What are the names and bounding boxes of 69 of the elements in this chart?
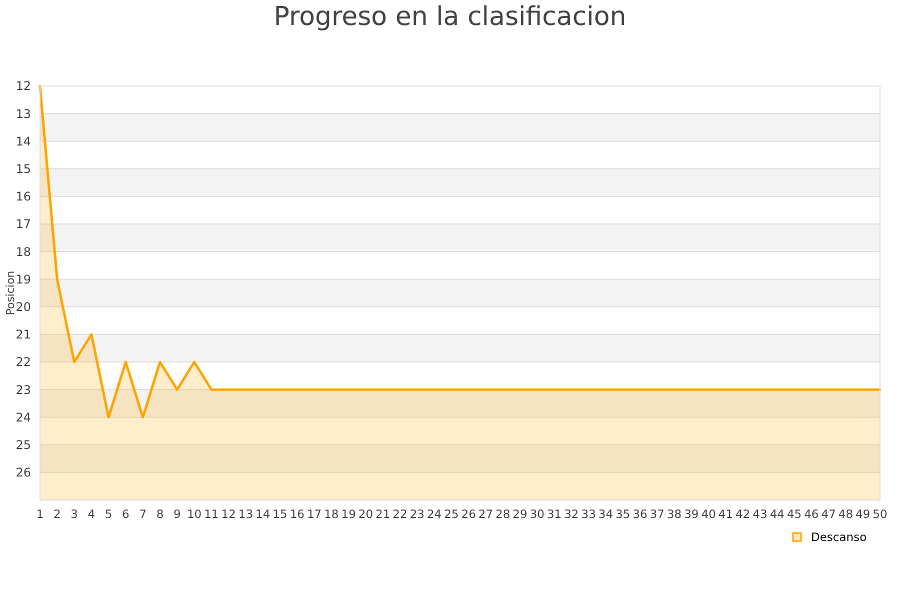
x-tick-label: 46	[804, 507, 819, 521]
x-tick-label: 35	[616, 507, 630, 521]
x-tick-label: 5	[104, 507, 112, 521]
x-tick-label: 48	[838, 507, 854, 521]
x-tick-label: 50	[872, 507, 888, 521]
x-tick-label: 38	[666, 507, 682, 521]
x-tick-label: 47	[821, 507, 836, 521]
x-tick-label: 6	[122, 507, 130, 521]
x-tick-label: 36	[632, 507, 648, 521]
y-tick-label: 25	[16, 438, 31, 452]
x-tick-label: 25	[444, 507, 459, 521]
x-tick-label: 27	[478, 507, 494, 521]
x-tick-label: 11	[204, 507, 219, 521]
x-tick-label: 15	[272, 507, 288, 521]
x-tick-label: 49	[856, 507, 870, 521]
x-tick-label: 26	[461, 507, 476, 521]
x-tick-label: 40	[701, 507, 716, 521]
x-tick-label: 32	[564, 507, 579, 521]
x-tick-label: 22	[392, 507, 408, 521]
y-tick-label: 14	[16, 134, 31, 148]
x-tick-label: 10	[186, 507, 202, 521]
x-tick-label: 28	[496, 507, 510, 521]
x-tick-label: 14	[256, 507, 270, 521]
x-tick-label: 13	[238, 507, 254, 521]
y-tick-label: 18	[16, 244, 31, 259]
y-tick-label: 12	[16, 79, 31, 94]
y-tick-label: 16	[16, 190, 31, 204]
x-tick-label: 8	[156, 507, 164, 521]
y-tick-label: 19	[16, 272, 31, 286]
x-tick-label: 43	[752, 507, 768, 521]
x-tick-label: 44	[770, 507, 784, 521]
x-tick-label: 1	[36, 507, 44, 521]
x-tick-label: 41	[718, 507, 734, 521]
y-tick-label: 22	[16, 355, 31, 370]
x-tick-label: 12	[221, 507, 236, 521]
y-tick-label: 13	[16, 106, 31, 121]
x-tick-label: 33	[581, 507, 596, 521]
x-tick-label: 2	[53, 507, 61, 521]
x-tick-label: 18	[324, 507, 339, 521]
x-tick-label: 17	[306, 507, 322, 521]
x-tick-label: 21	[376, 507, 390, 521]
x-tick-label: 31	[546, 507, 562, 521]
x-tick-label: 4	[88, 507, 96, 521]
x-tick-label: 19	[341, 507, 356, 521]
y-axis-title: Posicion	[4, 270, 17, 316]
y-tick-label: 20	[16, 300, 31, 314]
y-tick-label: 23	[16, 382, 31, 397]
x-tick-label: 37	[650, 507, 664, 521]
x-tick-label: 3	[70, 507, 78, 521]
x-tick-label: 39	[684, 507, 699, 521]
x-tick-label: 24	[426, 507, 442, 521]
y-tick-label: 15	[16, 162, 31, 176]
x-tick-label: 7	[139, 507, 147, 521]
x-tick-label: 16	[290, 507, 304, 521]
x-tick-label: 34	[598, 507, 614, 521]
x-tick-label: 23	[410, 507, 424, 521]
x-tick-label: 45	[786, 507, 802, 521]
y-tick-label: 17	[16, 217, 31, 232]
y-tick-label: 24	[16, 410, 31, 424]
y-tick-label: 26	[16, 466, 31, 480]
x-tick-label: 29	[512, 507, 528, 521]
y-tick-label: 21	[16, 328, 31, 342]
x-tick-label: 42	[736, 507, 750, 521]
line-series	[38, 84, 882, 418]
x-tick-label: 30	[530, 507, 544, 521]
x-tick-label: 20	[358, 507, 374, 521]
legend-label: Descanso	[811, 530, 867, 544]
x-tick-label: 9	[173, 507, 181, 521]
chart-title: Progreso en la clasificacion	[274, 2, 626, 32]
